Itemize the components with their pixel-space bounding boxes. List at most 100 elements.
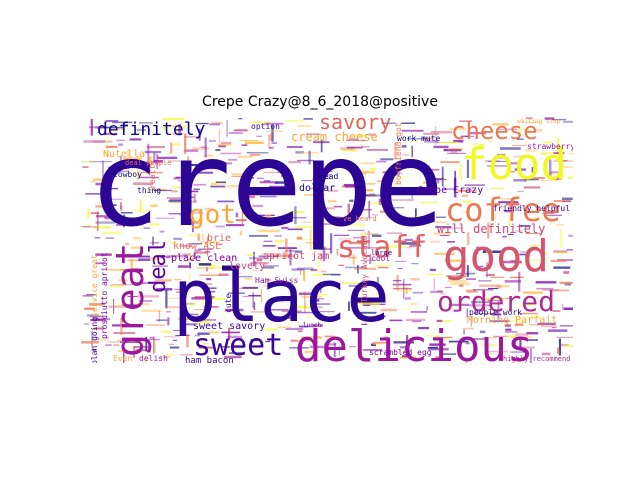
texture-mark [535,281,557,284]
texture-mark [493,335,509,337]
texture-mark [92,140,113,143]
texture-mark [238,118,243,120]
texture-mark [459,189,477,192]
texture-mark [406,246,412,249]
texture-mark [198,248,213,250]
texture-mark [492,123,509,126]
texture-mark [90,118,93,136]
texture-mark [515,333,529,336]
texture-mark [481,344,498,347]
texture-mark [555,251,567,254]
texture-mark [349,224,367,226]
texture-mark [320,285,322,293]
texture-mark [343,184,358,187]
texture-mark [498,201,519,204]
texture-mark [269,133,272,141]
texture-mark [304,351,317,353]
texture-mark [470,316,472,327]
texture-mark [100,187,119,190]
texture-mark [152,236,154,246]
texture-mark [241,195,255,199]
texture-mark [149,156,152,169]
texture-mark [487,299,501,302]
texture-mark [511,315,518,318]
texture-mark [531,217,543,220]
texture-mark [173,278,182,281]
texture-mark [505,330,518,333]
texture-mark [305,133,321,135]
texture-mark [396,274,399,291]
texture-mark [484,267,489,269]
texture-mark [386,245,407,248]
texture-mark [464,184,485,186]
texture-mark [253,301,256,311]
texture-mark [551,327,557,329]
texture-mark [136,129,146,131]
texture-mark [120,317,123,336]
texture-mark [303,221,312,223]
texture-mark [227,292,245,294]
texture-mark [510,276,524,279]
texture-mark [105,344,112,346]
texture-mark [474,312,496,315]
texture-mark [171,190,178,193]
texture-mark [553,266,571,269]
texture-mark [455,190,467,192]
texture-mark [433,145,449,149]
texture-mark [264,171,286,174]
texture-mark [244,278,253,280]
texture-mark [237,155,253,158]
texture-mark [130,246,141,249]
texture-mark [127,295,138,297]
texture-mark [466,159,470,178]
texture-mark [256,258,263,262]
texture-mark [130,258,133,271]
texture-mark [393,341,414,344]
texture-mark [313,311,335,313]
texture-mark [291,268,305,271]
word-ordered: ordered [437,285,555,318]
texture-mark [478,265,484,268]
texture-mark [196,267,215,269]
texture-mark [373,264,391,267]
texture-mark [434,252,455,255]
texture-mark [288,211,305,214]
texture-mark [221,345,230,348]
texture-mark [525,233,543,235]
texture-mark [563,120,573,123]
texture-mark [260,195,277,198]
texture-mark [245,141,264,144]
texture-mark [203,306,219,308]
texture-mark [460,339,462,358]
texture-mark [338,238,352,240]
texture-mark [349,121,361,124]
texture-mark [369,254,372,264]
texture-mark [295,225,314,229]
texture-mark [539,179,559,181]
texture-mark [353,236,366,239]
texture-mark [117,339,139,342]
texture-mark [324,173,332,176]
texture-mark [118,350,128,352]
texture-mark [166,197,183,199]
texture-mark [553,160,573,162]
texture-mark [154,275,162,278]
texture-mark [172,143,180,146]
texture-mark [294,339,311,342]
texture-mark [344,185,360,188]
texture-mark [433,278,435,290]
texture-mark [188,258,195,261]
texture-mark [207,236,209,257]
texture-mark [115,170,129,172]
texture-mark [348,242,367,245]
texture-mark [360,259,376,261]
texture-mark [123,352,125,363]
texture-mark [304,194,325,196]
texture-mark [325,345,331,347]
texture-mark [177,180,190,182]
texture-mark [232,275,253,278]
texture-mark [566,249,573,251]
texture-mark [262,252,277,255]
word-strawberry: strawberry [527,142,573,151]
